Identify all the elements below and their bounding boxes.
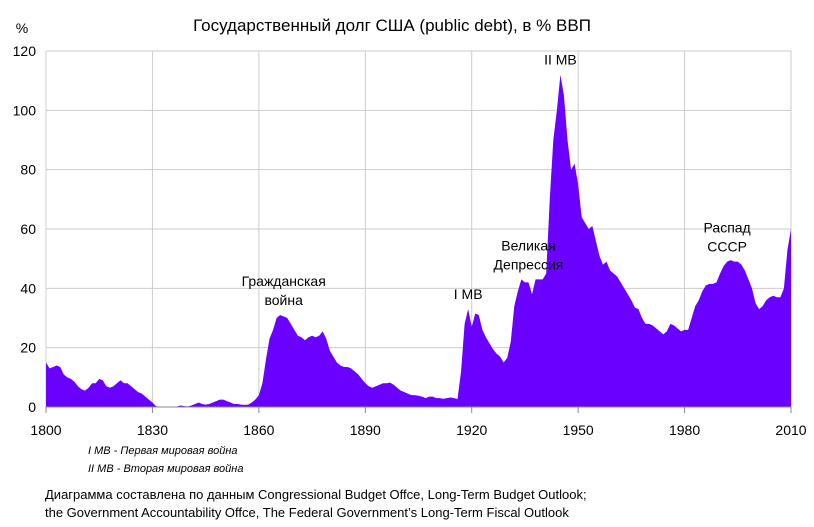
- y-axis-label: %: [16, 20, 28, 36]
- y-tick-label: 20: [20, 340, 36, 356]
- annotation-label: война: [264, 292, 303, 308]
- x-tick-label: 1830: [137, 422, 168, 438]
- y-tick-label: 40: [20, 280, 36, 296]
- x-tick-label: 1860: [243, 422, 274, 438]
- x-tick-labels: 1800 1830 1860 1890 1920 1950 1980 2010: [30, 407, 807, 438]
- x-tick-label: 1890: [350, 422, 381, 438]
- source-line-1: Диаграмма составлена по данным Congressi…: [45, 487, 587, 502]
- note-ww1: I MB - Первая мировая война: [88, 445, 238, 457]
- y-tick-label: 60: [20, 221, 36, 237]
- annotation-label: I MB: [454, 286, 483, 302]
- source-line-2: the Government Accountability Offce, The…: [45, 505, 569, 520]
- annotation-label: Депрессия: [494, 256, 564, 272]
- x-tick-label: 1980: [669, 422, 700, 438]
- y-tick-labels: 0 20 40 60 80 100 120: [13, 43, 37, 415]
- chart-title: Государственный долг США (public debt), …: [193, 16, 591, 35]
- y-tick-label: 120: [13, 43, 37, 59]
- note-ww2: II MB - Вторая мировая война: [88, 463, 244, 475]
- event-annotations: Гражданская война I MB Великая Депрессия II M…: [242, 52, 751, 308]
- annotation-label: Великая: [501, 237, 555, 253]
- annotation-label: СССР: [707, 239, 747, 255]
- y-tick-label: 100: [13, 102, 37, 118]
- debt-area-series: [46, 74, 791, 407]
- gridlines: [45, 50, 792, 407]
- annotation-label: Распад: [704, 220, 751, 236]
- x-tick-label: 2010: [775, 422, 806, 438]
- y-tick-label: 0: [28, 399, 36, 415]
- x-tick-label: 1950: [563, 422, 594, 438]
- annotation-label: II MB: [544, 52, 577, 68]
- x-tick-label: 1920: [456, 422, 487, 438]
- y-tick-label: 80: [20, 162, 36, 178]
- x-tick-label: 1800: [30, 422, 61, 438]
- annotation-label: Гражданская: [242, 273, 326, 289]
